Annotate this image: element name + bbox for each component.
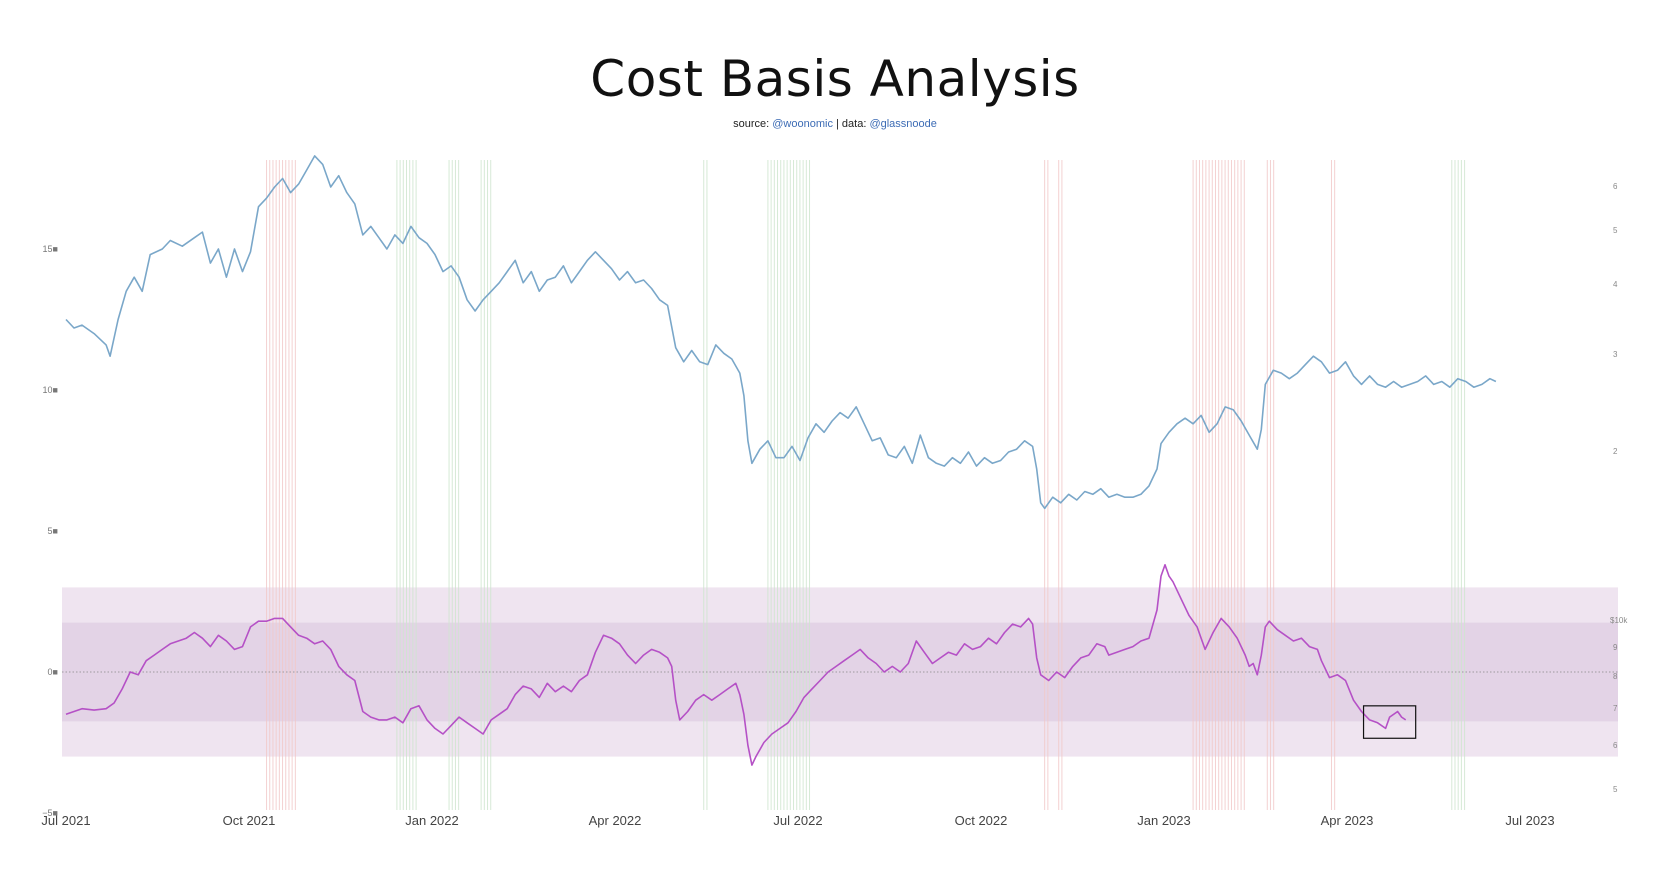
chart-title: Cost Basis Analysis <box>590 50 1080 108</box>
highlight-region-green <box>480 160 492 810</box>
chart-source: source: @woonomic | data: @glassnoode <box>0 118 1670 130</box>
right-tick-label: 5 <box>1613 785 1618 794</box>
x-tick-label: Jul 2022 <box>773 813 822 828</box>
highlight-region-red <box>1044 160 1049 810</box>
right-axis-unit-label: $10k <box>1610 616 1628 625</box>
highlight-region-green <box>1451 160 1466 810</box>
right-tick-label: 7 <box>1613 704 1618 713</box>
highlight-region-green <box>396 160 417 810</box>
x-tick-label: Jan 2022 <box>405 813 459 828</box>
right-tick-label: 8 <box>1613 672 1618 681</box>
source-author-link[interactable]: @woonomic <box>772 118 833 130</box>
highlight-region-red <box>1192 160 1245 810</box>
highlight-region-red <box>1330 160 1336 810</box>
highlight-region-green <box>767 160 811 810</box>
x-tick-label: Apr 2022 <box>589 813 642 828</box>
price-line <box>65 155 1497 510</box>
x-tick-label: Oct 2022 <box>955 813 1008 828</box>
oscillator-line <box>65 564 1407 766</box>
x-tick-label: Apr 2023 <box>1321 813 1374 828</box>
right-tick-label: 6 <box>1613 741 1618 750</box>
highlight-region-red <box>266 160 296 810</box>
right-tick-label: 2 <box>1613 447 1618 456</box>
right-tick-label: 5 <box>1613 226 1618 235</box>
source-prefix: source: <box>733 118 773 130</box>
x-tick-label: Oct 2021 <box>223 813 276 828</box>
right-tick-label: 3 <box>1613 350 1618 359</box>
highlight-region-red <box>1058 160 1063 810</box>
x-tick-label: Jan 2023 <box>1137 813 1191 828</box>
highlight-region-green <box>703 160 708 810</box>
data-provider-link[interactable]: @glassnoode <box>869 118 937 130</box>
right-tick-label: 6 <box>1613 182 1618 191</box>
y-tick-label: 15■ <box>43 244 58 254</box>
y-tick-label: 0■ <box>48 667 58 677</box>
right-tick-label: 4 <box>1613 280 1618 289</box>
y-tick-label: 5■ <box>48 526 58 536</box>
source-separator: | data: <box>832 118 870 130</box>
right-tick-label: 9 <box>1613 643 1618 652</box>
annotation-box <box>1362 705 1417 739</box>
x-tick-label: Jul 2023 <box>1505 813 1554 828</box>
highlight-region-red <box>1266 160 1275 810</box>
y-tick-label: 10■ <box>43 385 58 395</box>
y-tick-label: −5■ <box>42 808 58 818</box>
x-tick-label: Jul 2021 <box>41 813 90 828</box>
